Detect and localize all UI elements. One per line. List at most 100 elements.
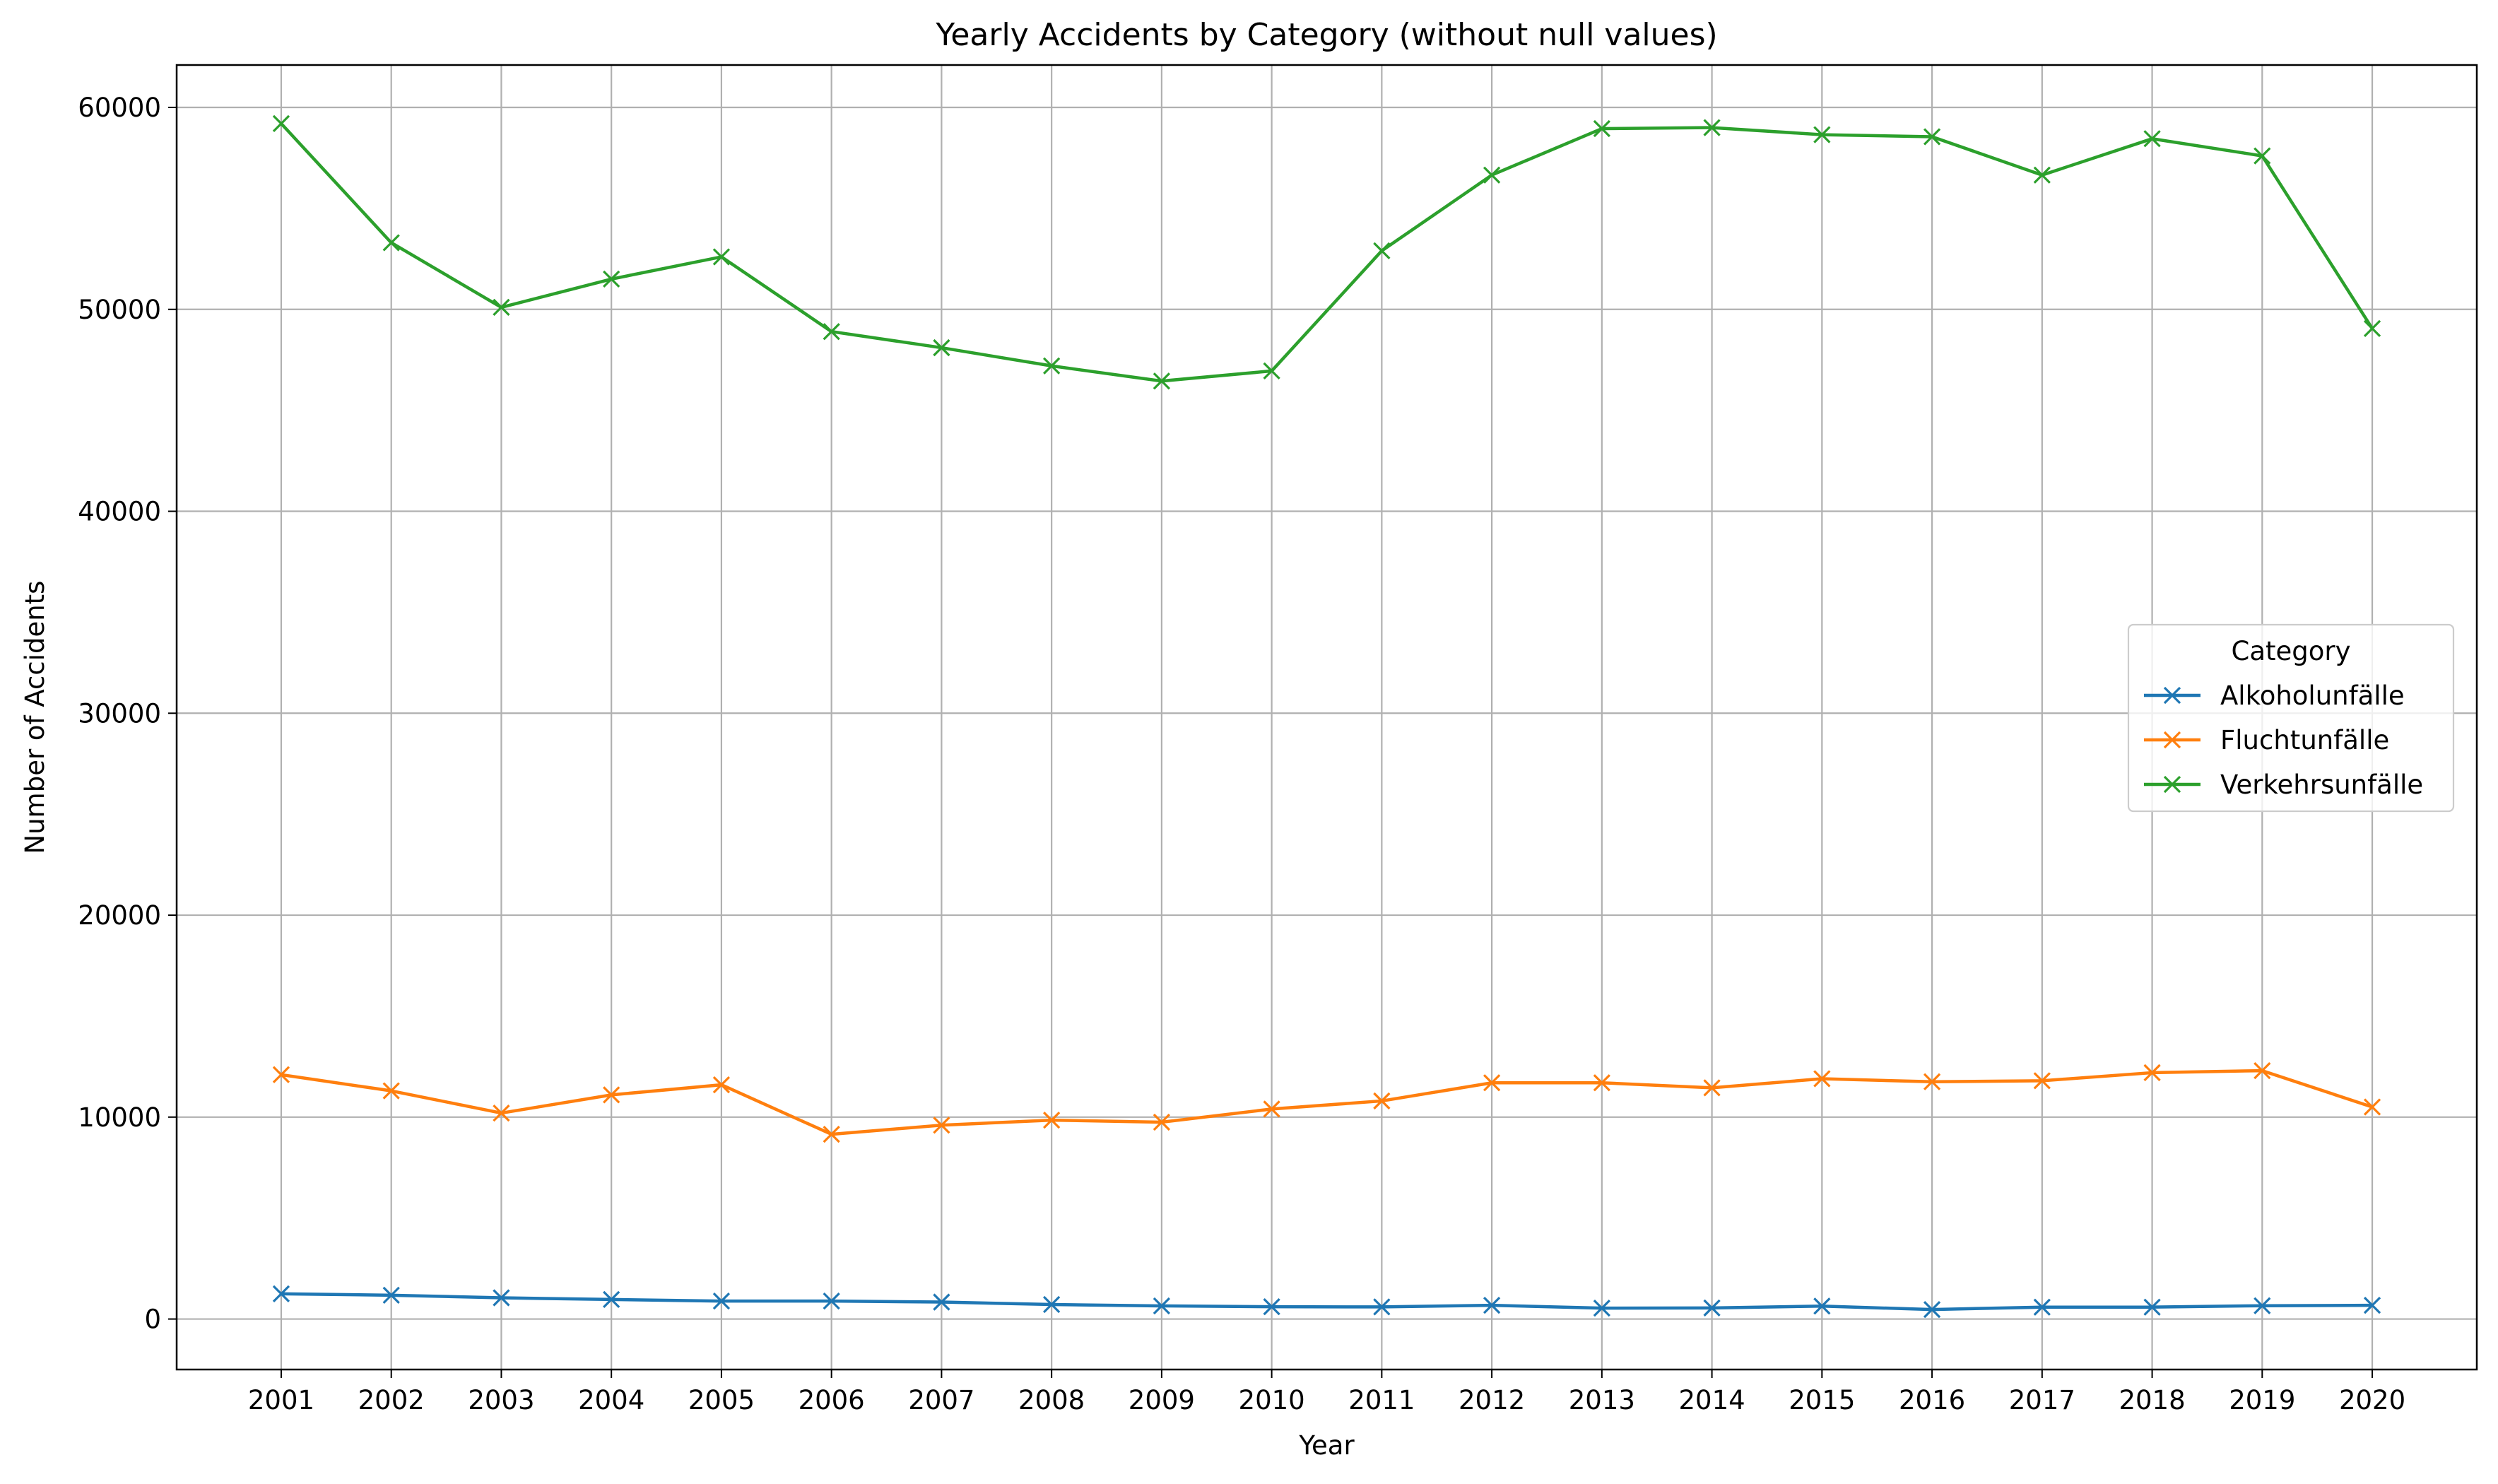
legend-marker <box>2163 775 2181 794</box>
axis-ticks: 2001 2002 2003 2004 2005 2006 2007 2008 2009 2010… <box>78 93 2405 1415</box>
y-tick-label: 60000 <box>78 93 161 123</box>
data-point-marker <box>1483 1074 1501 1092</box>
data-point-marker <box>2253 147 2271 165</box>
data-point-marker <box>933 338 950 357</box>
data-point-marker <box>1593 119 1610 138</box>
legend: Category Alkoholunfälle Fluchtunfälle Verke… <box>2127 623 2455 813</box>
data-point-marker <box>1813 1297 1831 1315</box>
series-1 <box>272 1061 2381 1143</box>
legend-marker <box>2163 731 2181 749</box>
x-tick-label: 2010 <box>1239 1385 1305 1415</box>
x-tick-label: 2007 <box>908 1385 974 1415</box>
x-tick-label: 2013 <box>1569 1385 1635 1415</box>
x-tick-label: 2001 <box>248 1385 314 1415</box>
data-point-marker <box>1153 1113 1171 1131</box>
x-tick-label: 2008 <box>1018 1385 1085 1415</box>
data-point-marker <box>272 114 290 133</box>
data-point-marker <box>1263 1100 1280 1118</box>
x-tick-label: 2012 <box>1459 1385 1525 1415</box>
y-axis-label: Number of Accidents <box>20 581 50 854</box>
chart-title: Yearly Accidents by Category (without nu… <box>935 17 1717 53</box>
data-point-marker <box>493 1104 510 1122</box>
legend-item: Alkoholunfälle <box>2144 681 2405 711</box>
data-point-marker <box>382 234 400 252</box>
data-point-marker <box>1593 1074 1610 1092</box>
data-point-marker <box>1373 242 1391 260</box>
legend-label: Fluchtunfälle <box>2220 725 2389 755</box>
data-point-marker <box>1373 1298 1391 1316</box>
data-point-marker <box>272 1285 290 1302</box>
data-point-marker <box>1593 1299 1610 1317</box>
data-point-marker <box>2363 319 2381 338</box>
data-point-marker <box>1043 1295 1061 1314</box>
data-point-marker <box>2253 1297 2271 1314</box>
y-tick-label: 50000 <box>78 295 161 325</box>
series-line <box>281 1292 2373 1312</box>
x-tick-label: 2018 <box>2119 1385 2185 1415</box>
data-point-marker <box>1703 1299 1721 1317</box>
data-point-marker <box>1373 1092 1391 1110</box>
data-point-marker <box>1703 119 1721 136</box>
y-tick-label: 20000 <box>78 900 161 931</box>
x-tick-label: 2020 <box>2339 1385 2405 1415</box>
grid <box>177 65 2477 1370</box>
data-point-marker <box>1813 1070 1831 1088</box>
data-point-marker <box>2363 1296 2381 1314</box>
legend-item: Verkehrsunfälle <box>2144 770 2423 800</box>
data-point-marker <box>382 1286 400 1304</box>
x-axis-label: Year <box>1298 1430 1355 1461</box>
data-point-marker <box>2033 166 2051 184</box>
data-point-marker <box>2033 1298 2051 1316</box>
data-point-marker <box>2143 130 2161 148</box>
series-line <box>280 122 2374 383</box>
data-point-marker <box>1263 362 1280 380</box>
legend-label: Alkoholunfälle <box>2220 681 2405 711</box>
data-point-marker <box>603 270 620 288</box>
data-point-marker <box>823 1292 840 1310</box>
data-point-marker <box>933 1117 950 1134</box>
x-tick-label: 2019 <box>2229 1385 2295 1415</box>
data-point-marker <box>823 323 840 341</box>
data-point-marker <box>933 1293 950 1311</box>
data-point-marker <box>382 1082 400 1100</box>
x-tick-label: 2017 <box>2009 1385 2075 1415</box>
legend-item: Fluchtunfälle <box>2144 725 2389 755</box>
data-point-marker <box>2363 1098 2381 1116</box>
data-point-marker <box>1483 1296 1501 1314</box>
data-point-marker <box>2253 1061 2271 1080</box>
x-tick-label: 2009 <box>1129 1385 1195 1415</box>
data-point-marker <box>1153 372 1171 390</box>
x-tick-label: 2015 <box>1789 1385 1855 1415</box>
data-point-marker <box>2143 1298 2161 1316</box>
data-point-marker <box>1813 126 1831 143</box>
data-point-marker <box>712 1292 731 1310</box>
data-point-marker <box>1923 1073 1941 1090</box>
plot-area-frame <box>175 64 2478 1371</box>
x-tick-label: 2011 <box>1348 1385 1415 1415</box>
y-tick-label: 10000 <box>78 1102 161 1133</box>
data-point-marker <box>272 1066 290 1083</box>
data-point-marker <box>712 1076 731 1094</box>
y-tick-label: 30000 <box>78 698 161 729</box>
data-point-marker <box>712 248 731 266</box>
legend-title: Category <box>2231 636 2350 666</box>
x-tick-label: 2003 <box>468 1385 534 1415</box>
data-point-marker <box>1263 1297 1280 1316</box>
series-line <box>281 1068 2373 1136</box>
data-point-marker <box>603 1086 620 1104</box>
data-point-marker <box>1923 128 1941 146</box>
data-point-marker <box>493 298 510 317</box>
x-tick-label: 2002 <box>358 1385 425 1415</box>
data-point-marker <box>1043 1111 1061 1129</box>
series-2 <box>272 114 2381 390</box>
data-point-marker <box>603 1290 620 1308</box>
data-point-marker <box>1043 357 1061 375</box>
legend-box <box>2127 623 2455 813</box>
data-point-marker <box>1923 1300 1941 1319</box>
x-tick-label: 2006 <box>799 1385 865 1415</box>
x-tick-label: 2014 <box>1679 1385 1745 1415</box>
data-point-marker <box>2033 1072 2051 1090</box>
x-tick-label: 2004 <box>578 1385 644 1415</box>
